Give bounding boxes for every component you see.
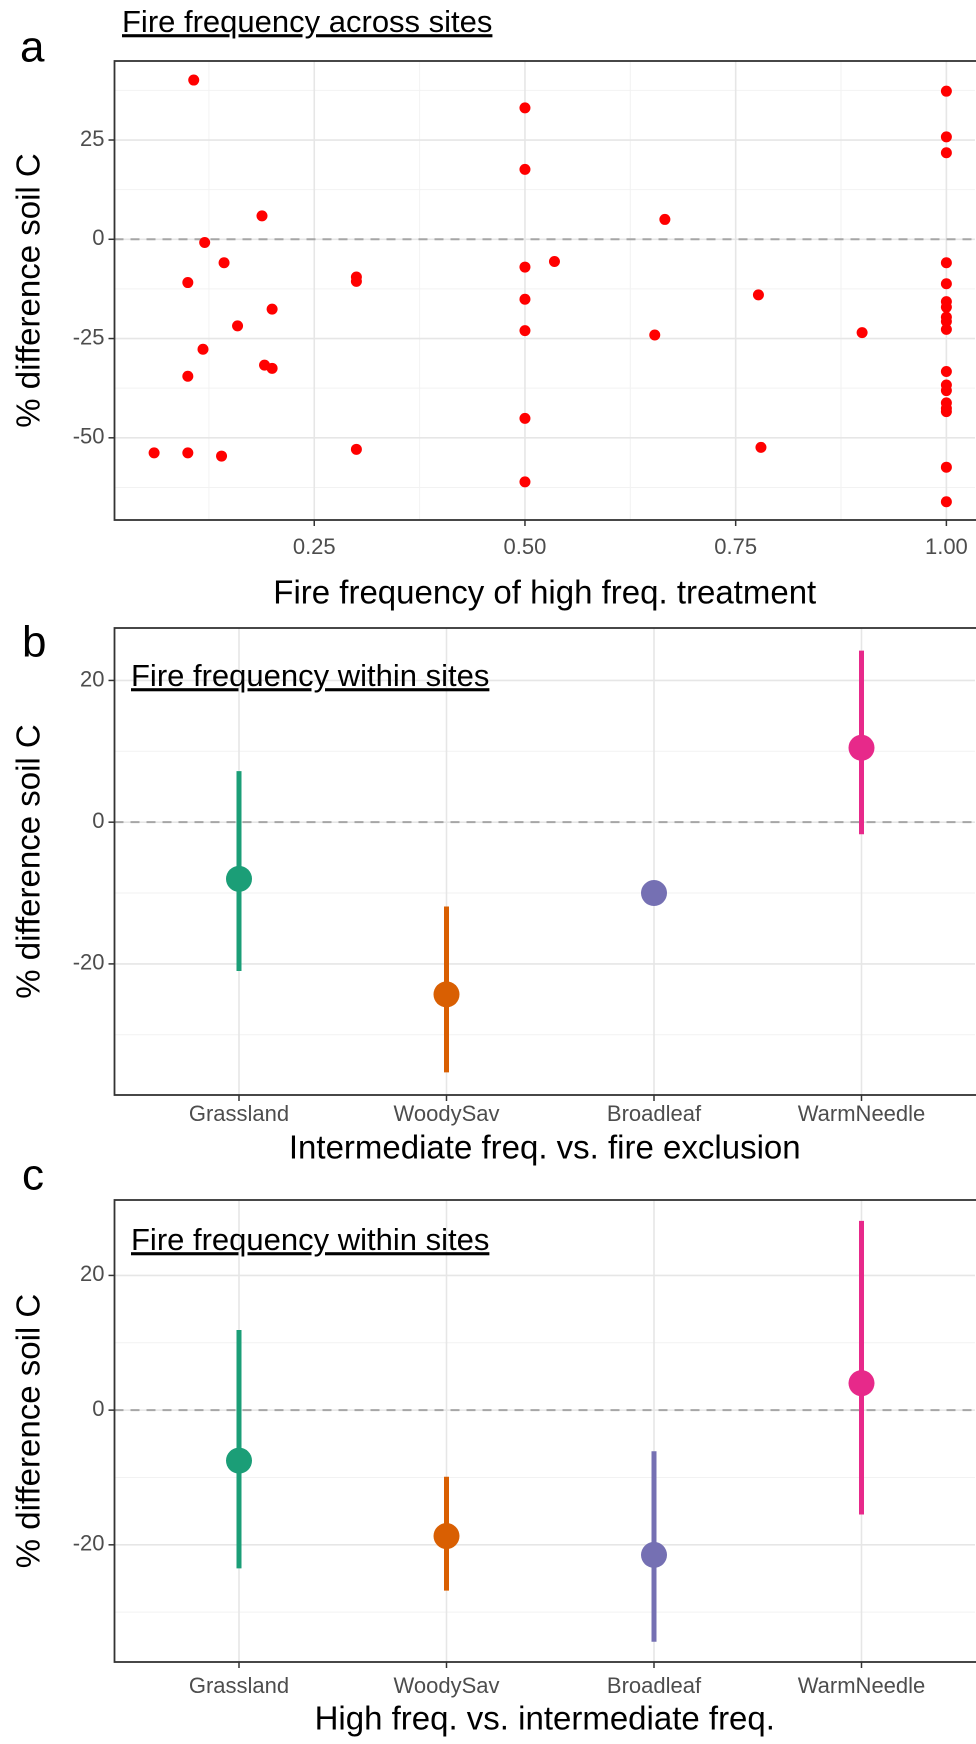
point [641,1541,667,1568]
point [199,236,211,248]
x-tick-label: Grassland [189,1101,289,1126]
point [218,257,230,269]
panel-label: c [22,1151,44,1200]
point [548,256,560,268]
point [182,277,194,289]
point [659,213,671,225]
panel-label: b [22,618,46,667]
point [940,315,952,327]
x-tick-label: WarmNeedle [798,1101,926,1126]
point [182,370,194,382]
panel-title: Fire frequency across sites [122,4,492,39]
panel-label: a [20,23,45,72]
point [519,261,531,273]
panel-border [113,60,976,521]
x-tick-label: Broadleaf [607,1673,702,1698]
point [197,343,209,355]
point [940,301,952,313]
x-tick-label: 0.50 [504,534,547,559]
point [848,1370,875,1397]
point [350,443,362,455]
x-tick-label: Grassland [189,1673,289,1698]
y-tick-label: -25 [73,324,105,349]
point [266,362,278,374]
point [519,412,531,424]
x-tick-label: Broadleaf [607,1101,702,1126]
point [226,865,252,892]
point [856,327,868,339]
point [641,880,667,907]
panel-background [114,628,975,1095]
y-tick-label: 25 [80,126,104,151]
panel-background [114,1200,975,1662]
point [940,385,952,397]
y-tick-label: 0 [92,225,104,250]
point [148,447,160,459]
panel-border [113,627,976,1096]
point [266,303,278,315]
point [232,320,244,332]
point [940,496,952,508]
x-axis-title: High freq. vs. intermediate freq. [315,1700,775,1737]
x-axis-title: Intermediate freq. vs. fire exclusion [289,1129,801,1166]
panel-background [114,61,975,520]
point [649,329,661,341]
point [755,441,767,453]
y-axis-title: % difference soil C [10,153,47,428]
x-tick-label: WarmNeedle [798,1673,926,1698]
point [940,147,952,159]
panel-title: Fire frequency within sites [131,658,489,693]
point [519,293,531,305]
point [752,289,764,301]
x-tick-label: WoodySav [394,1101,500,1126]
point [519,325,531,337]
panel-border [113,1199,976,1663]
y-tick-label: 0 [92,1396,104,1421]
y-axis-title: % difference soil C [10,724,47,999]
point [188,74,200,86]
y-tick-label: 20 [80,1261,104,1286]
point [216,450,228,462]
point [226,1447,252,1474]
point [940,257,952,269]
point [256,210,268,222]
x-tick-label: 0.25 [293,534,336,559]
point [940,85,952,97]
point [940,406,952,418]
y-tick-label: -20 [73,950,105,975]
y-axis-title: % difference soil C [10,1294,47,1569]
y-tick-label: 0 [92,808,104,833]
x-tick-label: WoodySav [394,1673,500,1698]
y-tick-label: -50 [73,424,105,449]
point [433,981,460,1008]
point [433,1523,460,1550]
point [182,447,194,459]
point [940,366,952,377]
point [940,278,952,290]
x-axis-title: Fire frequency of high freq. treatment [273,574,816,611]
x-tick-label: 0.75 [714,534,757,559]
point [940,461,952,473]
point [350,275,362,287]
point [519,163,531,175]
point [940,323,952,335]
point [519,476,531,488]
y-tick-label: 20 [80,666,104,691]
y-tick-label: -20 [73,1531,105,1556]
x-tick-label: 1.00 [925,534,968,559]
point [848,734,875,761]
point [940,131,952,143]
panel-title: Fire frequency within sites [131,1222,489,1257]
point [519,102,531,114]
